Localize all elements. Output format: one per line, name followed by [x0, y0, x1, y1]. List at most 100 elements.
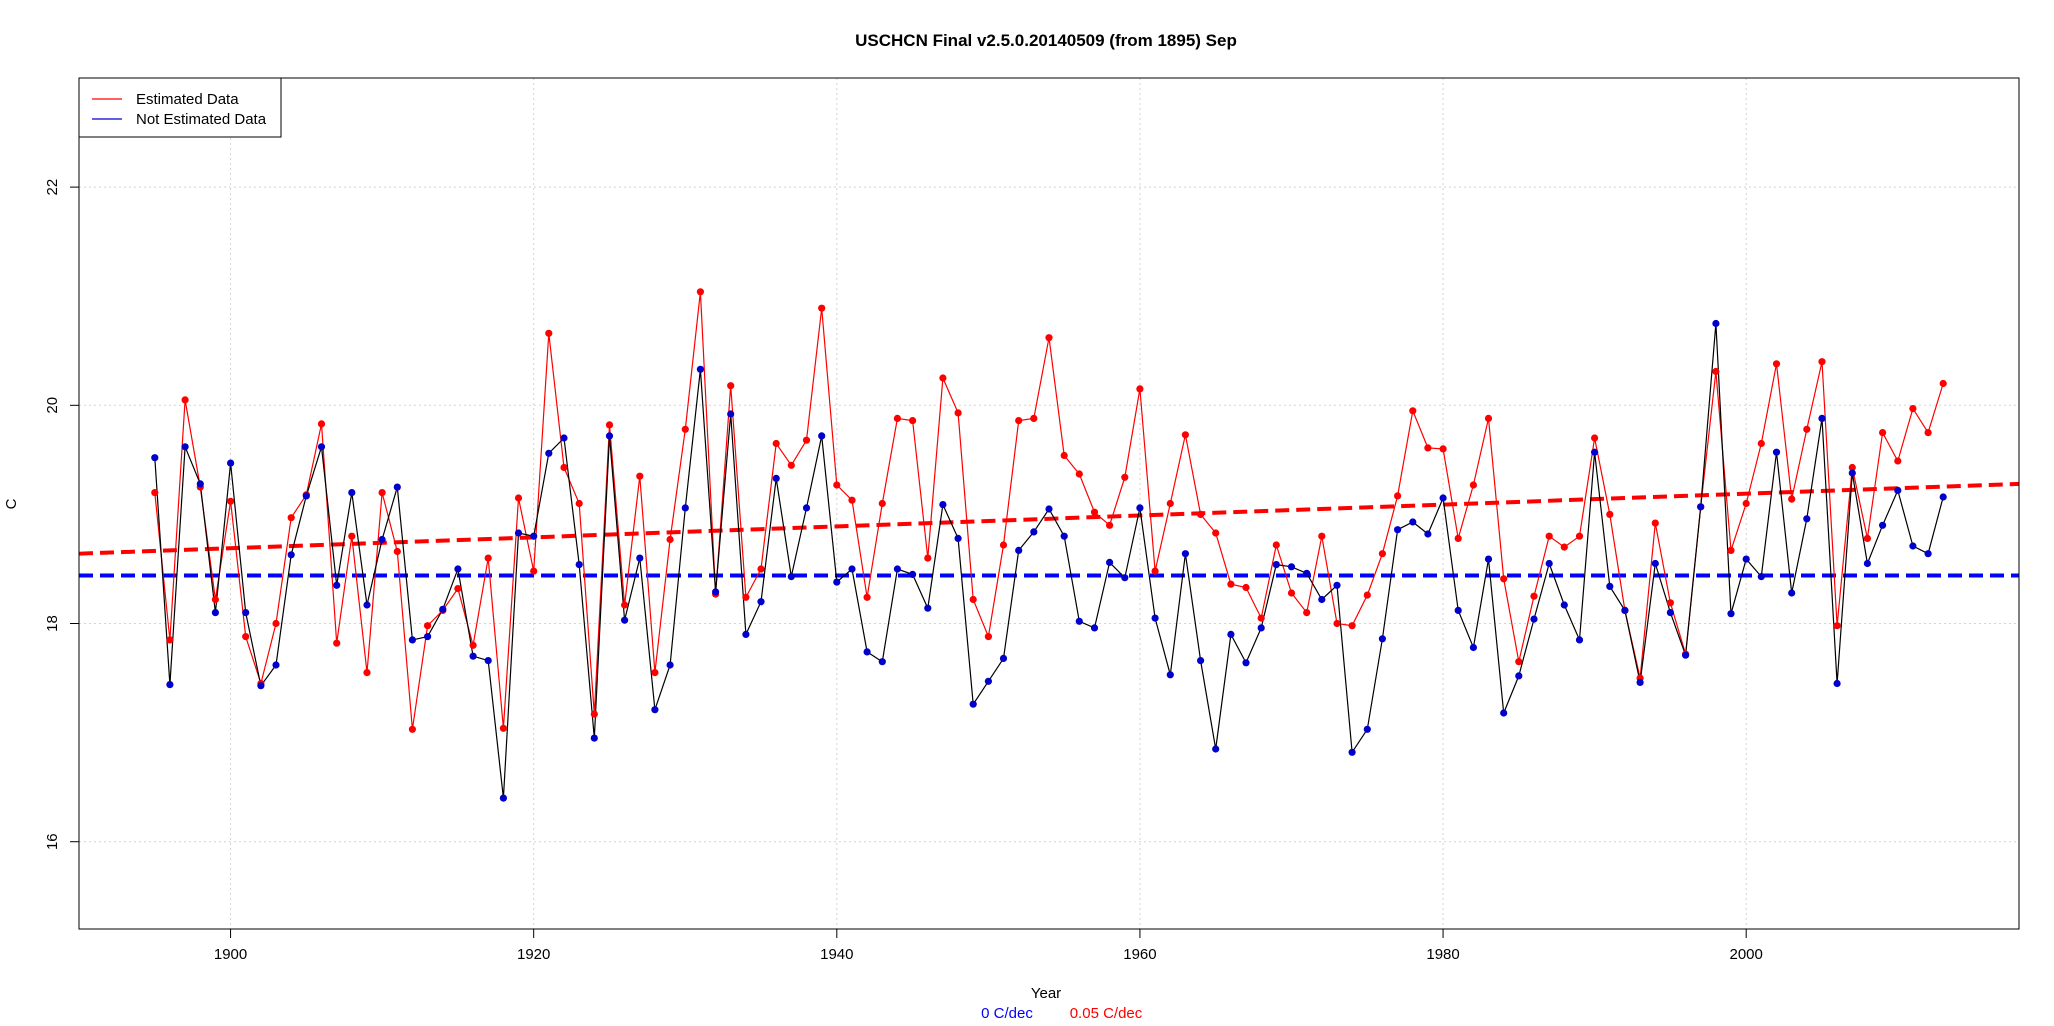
- data-point: [1606, 510, 1614, 518]
- x-axis-label: Year: [1031, 985, 1061, 1002]
- data-point: [651, 706, 659, 714]
- data-point: [227, 497, 235, 505]
- data-point: [1045, 334, 1053, 342]
- data-point: [242, 633, 250, 641]
- data-point: [1318, 532, 1326, 540]
- data-point: [1303, 569, 1311, 577]
- data-point: [1242, 583, 1250, 592]
- data-point: [378, 535, 386, 544]
- data-point: [1591, 434, 1599, 442]
- data-point: [1272, 541, 1280, 549]
- data-point: [1575, 636, 1584, 644]
- data-point: [1227, 630, 1235, 639]
- data-point: [1757, 573, 1765, 581]
- data-point: [1136, 504, 1144, 512]
- data-point: [727, 410, 735, 418]
- data-point: [1772, 448, 1781, 456]
- data-point: [818, 432, 826, 440]
- data-point: [1090, 508, 1099, 516]
- data-point: [1454, 534, 1462, 543]
- data-point: [1287, 563, 1296, 571]
- data-point: [1788, 589, 1796, 597]
- data-point: [1712, 367, 1720, 376]
- data-point: [1045, 505, 1053, 513]
- data-point: [833, 481, 841, 489]
- data-point: [287, 514, 295, 522]
- data-point: [696, 365, 705, 373]
- data-point: [1333, 619, 1341, 628]
- data-point: [530, 567, 538, 575]
- data-point: [560, 463, 568, 472]
- data-point: [1394, 492, 1402, 500]
- data-point: [1272, 561, 1280, 569]
- legend-label-estimated: Estimated Data: [136, 91, 239, 108]
- data-point: [272, 619, 280, 628]
- data-point: [1409, 407, 1417, 415]
- data-point: [530, 532, 538, 540]
- data-point: [302, 492, 310, 500]
- data-point: [484, 554, 492, 562]
- data-point: [712, 588, 720, 596]
- data-point: [605, 421, 614, 429]
- data-point: [151, 454, 159, 462]
- data-point: [1030, 414, 1038, 422]
- data-point: [1060, 532, 1068, 540]
- data-point: [469, 641, 477, 649]
- data-point: [575, 499, 583, 508]
- data-point: [969, 595, 977, 604]
- data-point: [984, 633, 993, 641]
- data-point: [211, 609, 219, 617]
- x-tick-label: 1940: [820, 946, 853, 963]
- data-point: [333, 581, 341, 589]
- data-point: [1727, 546, 1735, 555]
- data-point: [848, 496, 856, 504]
- data-point: [1121, 574, 1129, 582]
- data-point: [1545, 559, 1553, 568]
- data-point: [1742, 499, 1750, 508]
- data-point: [1939, 379, 1947, 388]
- data-point: [1333, 581, 1341, 589]
- data-point: [651, 669, 659, 677]
- data-point: [514, 494, 523, 502]
- data-point: [954, 409, 962, 417]
- y-tick-label: 16: [44, 833, 61, 850]
- data-point: [1409, 518, 1417, 526]
- data-point: [681, 504, 689, 512]
- data-point: [1363, 725, 1371, 733]
- data-point: [1682, 651, 1690, 659]
- data-point: [1651, 519, 1659, 527]
- legend-label-not-estimated: Not Estimated Data: [136, 111, 267, 128]
- data-point: [1666, 609, 1674, 617]
- legend: Estimated Data Not Estimated Data: [78, 77, 282, 138]
- data-point: [999, 654, 1008, 663]
- data-point: [1469, 643, 1477, 652]
- data-point: [969, 700, 977, 708]
- data-point: [1803, 425, 1811, 433]
- data-point: [590, 734, 598, 742]
- data-point: [545, 449, 553, 457]
- data-point: [1833, 679, 1841, 688]
- series-lines: [154, 291, 1944, 799]
- data-point: [984, 677, 993, 685]
- data-point: [1484, 555, 1493, 563]
- data-point: [757, 598, 765, 606]
- y-tick-label: 18: [44, 615, 61, 632]
- x-tick-label: 2000: [1730, 946, 1763, 963]
- x-axis: 1900 1920 1940 1960 1980 2000: [214, 929, 1763, 963]
- data-point: [1833, 622, 1841, 630]
- data-point: [393, 483, 401, 491]
- data-point: [1378, 550, 1386, 558]
- data-point: [878, 658, 886, 666]
- data-point: [454, 565, 462, 573]
- data-point: [1348, 748, 1356, 756]
- data-point: [424, 622, 432, 630]
- data-point: [1697, 503, 1705, 511]
- data-point: [863, 648, 871, 656]
- data-point: [424, 633, 432, 641]
- data-point: [317, 420, 326, 428]
- data-point: [514, 529, 523, 537]
- data-point: [1424, 530, 1432, 538]
- data-point: [1242, 659, 1250, 667]
- data-point: [1439, 445, 1447, 453]
- data-point: [1454, 606, 1462, 615]
